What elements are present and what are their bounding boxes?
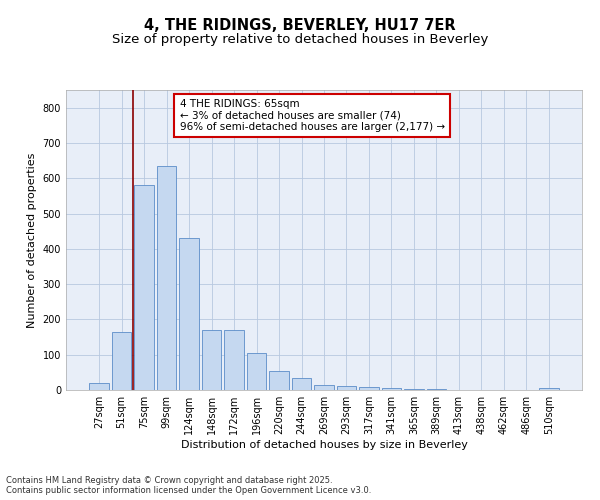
Bar bbox=[112, 332, 131, 390]
Bar bbox=[157, 166, 176, 390]
Text: 4, THE RIDINGS, BEVERLEY, HU17 7ER: 4, THE RIDINGS, BEVERLEY, HU17 7ER bbox=[144, 18, 456, 32]
Bar bbox=[314, 384, 334, 390]
X-axis label: Distribution of detached houses by size in Beverley: Distribution of detached houses by size … bbox=[181, 440, 467, 450]
Text: Contains HM Land Registry data © Crown copyright and database right 2025.
Contai: Contains HM Land Registry data © Crown c… bbox=[6, 476, 371, 495]
Bar bbox=[224, 330, 244, 390]
Bar bbox=[337, 386, 356, 390]
Bar bbox=[539, 388, 559, 390]
Y-axis label: Number of detached properties: Number of detached properties bbox=[27, 152, 37, 328]
Bar bbox=[202, 330, 221, 390]
Bar bbox=[179, 238, 199, 390]
Bar bbox=[404, 388, 424, 390]
Bar bbox=[292, 378, 311, 390]
Bar bbox=[247, 353, 266, 390]
Text: Size of property relative to detached houses in Beverley: Size of property relative to detached ho… bbox=[112, 32, 488, 46]
Bar bbox=[89, 383, 109, 390]
Bar bbox=[134, 186, 154, 390]
Bar bbox=[359, 387, 379, 390]
Bar bbox=[382, 388, 401, 390]
Bar bbox=[269, 370, 289, 390]
Text: 4 THE RIDINGS: 65sqm
← 3% of detached houses are smaller (74)
96% of semi-detach: 4 THE RIDINGS: 65sqm ← 3% of detached ho… bbox=[179, 99, 445, 132]
